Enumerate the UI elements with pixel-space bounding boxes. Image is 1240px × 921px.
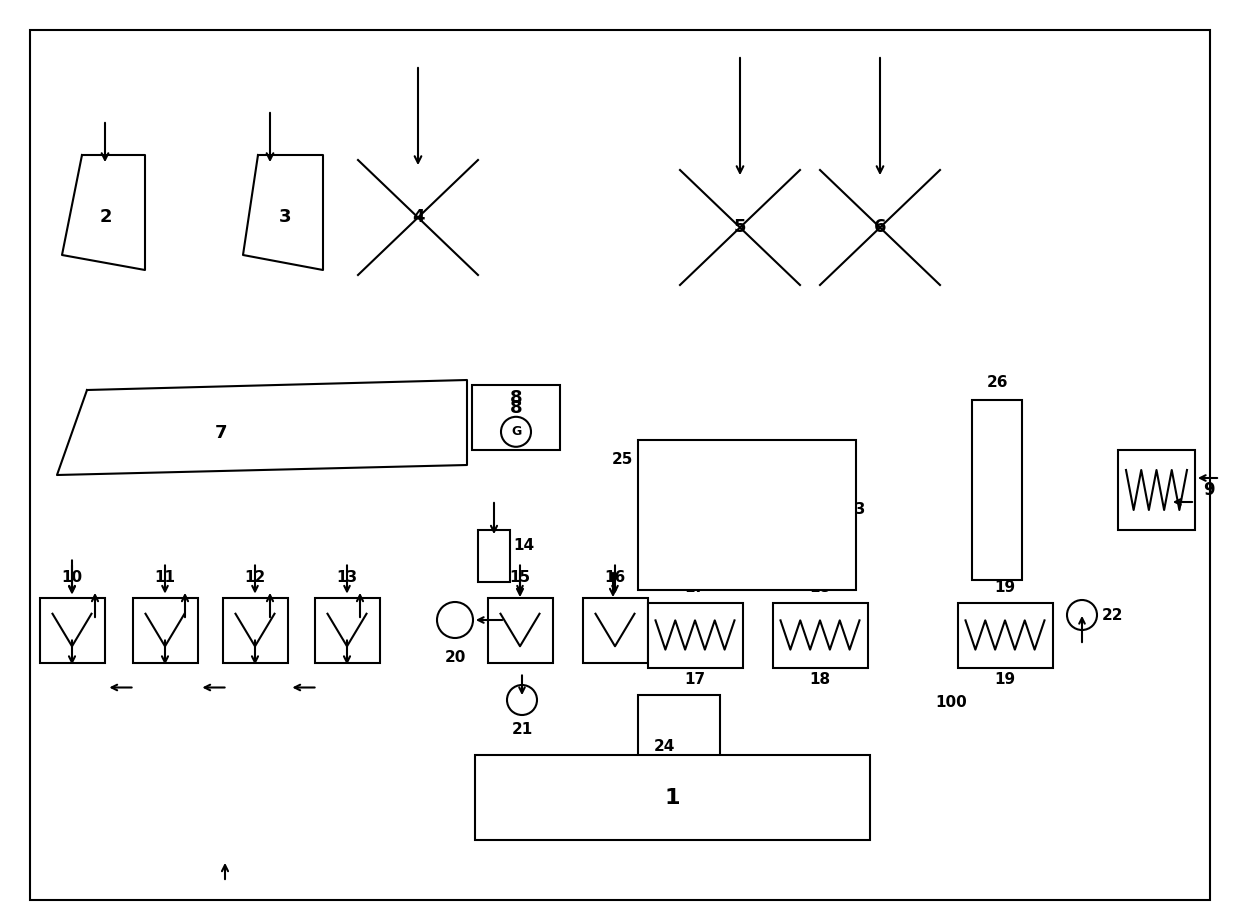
Text: 8: 8 (510, 389, 522, 407)
Text: 16: 16 (604, 570, 626, 586)
Bar (711, 490, 830, 570)
Text: 13: 13 (336, 570, 357, 586)
Text: 17: 17 (684, 672, 706, 687)
Text: 18: 18 (810, 672, 831, 687)
Bar (1118, 450, 1195, 530)
Text: 5: 5 (734, 218, 746, 237)
Text: 9: 9 (1203, 481, 1215, 499)
Bar (472, 385, 560, 450)
Bar (475, 755, 870, 840)
Text: 2: 2 (99, 208, 113, 227)
Text: 7: 7 (215, 424, 227, 441)
Text: 17: 17 (684, 627, 706, 643)
Bar (358, 160, 477, 275)
Text: 26: 26 (986, 375, 1008, 390)
Bar (639, 440, 856, 590)
Text: 11: 11 (155, 570, 176, 586)
Text: 17: 17 (684, 579, 706, 594)
Text: 4: 4 (412, 208, 424, 227)
Bar (701, 480, 839, 580)
Bar (487, 598, 553, 662)
Text: 25: 25 (611, 452, 632, 468)
Bar (222, 598, 288, 662)
Text: 14: 14 (513, 538, 534, 554)
Text: 6: 6 (874, 218, 887, 237)
Text: 22: 22 (1102, 608, 1123, 623)
Text: 21: 21 (511, 722, 533, 737)
Text: 19: 19 (994, 672, 1016, 687)
Circle shape (507, 685, 537, 715)
Text: 1: 1 (665, 787, 681, 808)
Text: 19: 19 (994, 579, 1016, 594)
Bar (639, 695, 720, 780)
Bar (640, 590, 1085, 680)
Text: 10: 10 (62, 570, 83, 586)
Circle shape (501, 417, 531, 447)
Bar (957, 602, 1053, 668)
Text: 100: 100 (936, 695, 967, 710)
Text: 18: 18 (810, 579, 831, 594)
Text: 12: 12 (244, 570, 265, 586)
Bar (972, 400, 1022, 580)
Text: 23: 23 (844, 503, 867, 518)
Bar (133, 598, 197, 662)
Bar (583, 598, 647, 662)
Circle shape (1066, 600, 1097, 630)
Circle shape (436, 602, 472, 638)
Bar (773, 602, 868, 668)
Text: 19: 19 (994, 627, 1016, 643)
Text: 3: 3 (279, 208, 291, 227)
Bar (315, 598, 379, 662)
Text: 20: 20 (444, 650, 466, 665)
Text: 15: 15 (510, 570, 531, 586)
Bar (477, 530, 510, 582)
Text: G: G (511, 426, 521, 438)
Bar (40, 598, 104, 662)
Text: 24: 24 (653, 739, 675, 753)
Bar (647, 602, 743, 668)
Text: 18: 18 (810, 627, 831, 643)
Bar (820, 170, 940, 285)
Text: 8: 8 (510, 399, 522, 416)
Bar (680, 170, 800, 285)
